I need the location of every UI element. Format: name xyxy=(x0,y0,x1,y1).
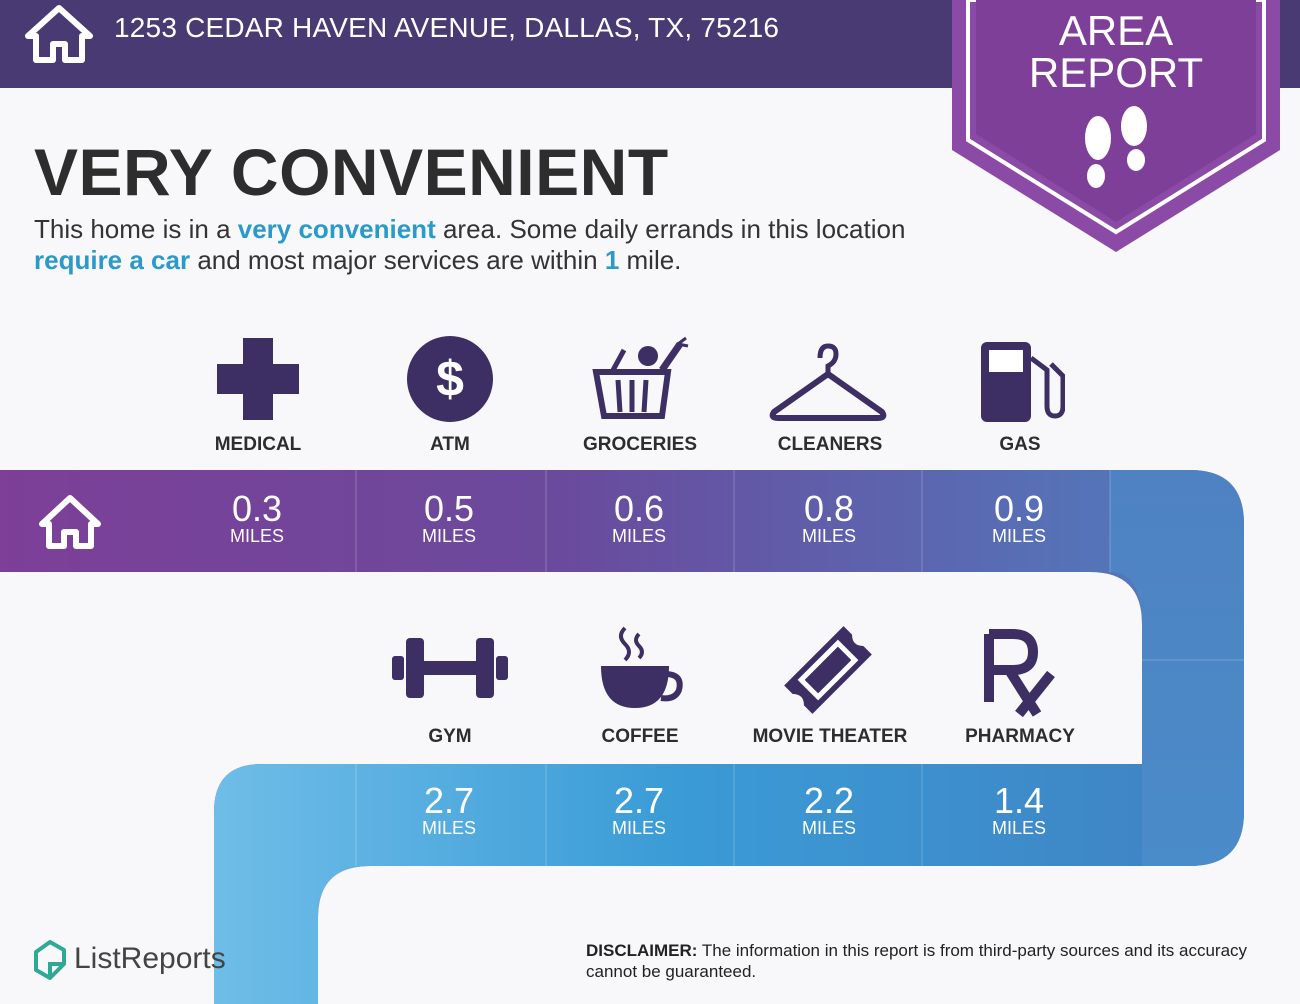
home-start-icon xyxy=(39,495,101,549)
home-icon xyxy=(25,5,93,63)
category-label-coffee: COFFEE xyxy=(601,726,679,747)
convenience-rating: VERY CONVENIENT xyxy=(34,135,669,209)
category-label-atm: ATM xyxy=(430,434,470,455)
rx-icon xyxy=(930,628,1110,718)
category-label-gym: GYM xyxy=(428,726,472,747)
listreports-logo-icon xyxy=(34,940,66,980)
ticket-icon xyxy=(738,622,918,718)
distance-cleaners: 0.8 MILES xyxy=(801,488,857,547)
area-report-badge xyxy=(952,0,1280,252)
badge-title-line2: REPORT xyxy=(1028,49,1204,96)
disclaimer: DISCLAIMER: The information in this repo… xyxy=(586,941,1248,981)
distance-movie-theater: 2.2 MILES xyxy=(801,780,857,839)
property-address: 1253 CEDAR HAVEN AVENUE, DALLAS, TX, 752… xyxy=(114,12,780,43)
summary-text: This home is in a very convenient area. … xyxy=(34,214,906,275)
distance-gym: 2.7 MILES xyxy=(421,780,477,839)
hanger-icon xyxy=(738,340,918,424)
badge-title-line1: AREA xyxy=(1058,7,1174,54)
dollar-icon: $ xyxy=(360,334,540,424)
category-label-groceries: GROCERIES xyxy=(582,434,698,455)
grocery-basket-icon xyxy=(550,336,730,424)
category-label-gas: GAS xyxy=(999,434,1041,455)
brand-name: ListReports xyxy=(74,942,226,975)
coffee-cup-icon xyxy=(550,624,730,714)
distance-groceries: 0.6 MILES xyxy=(611,488,667,547)
distance-pharmacy: 1.4 MILES xyxy=(991,780,1047,839)
svg-text:$: $ xyxy=(436,351,464,407)
medical-cross-icon xyxy=(168,334,348,424)
distance-coffee: 2.7 MILES xyxy=(611,780,667,839)
distance-medical: 0.3 MILES xyxy=(229,488,285,547)
category-label-medical: MEDICAL xyxy=(214,434,302,455)
distance-gas: 0.9 MILES xyxy=(991,488,1047,547)
footprints-icon xyxy=(1085,106,1147,188)
distance-atm: 0.5 MILES xyxy=(421,488,477,547)
category-label-pharmacy: PHARMACY xyxy=(965,726,1075,747)
category-label-cleaners: CLEANERS xyxy=(777,434,883,455)
gas-pump-icon xyxy=(930,336,1110,426)
dumbbell-icon xyxy=(360,628,540,708)
category-label-movie-theater: MOVIE THEATER xyxy=(752,726,908,747)
